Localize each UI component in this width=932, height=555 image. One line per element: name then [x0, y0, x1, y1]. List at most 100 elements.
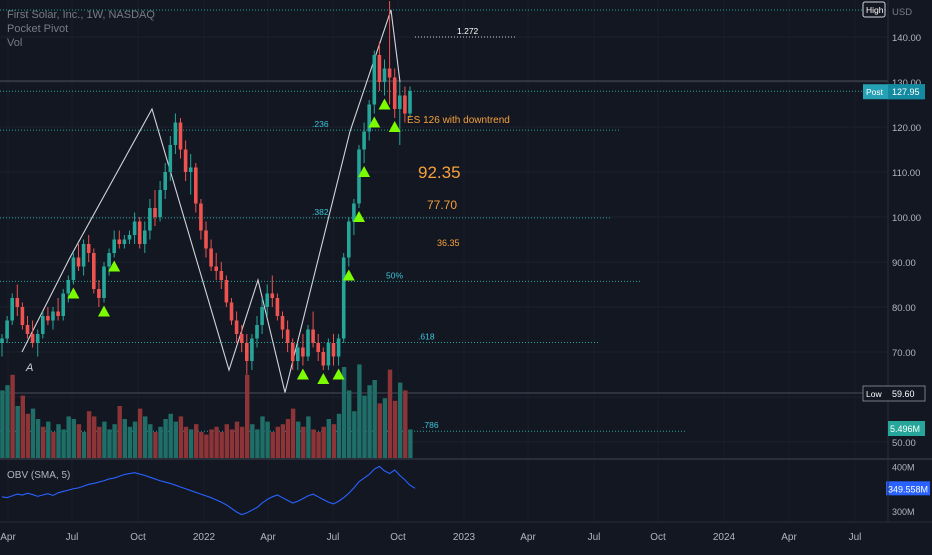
candle-body: [183, 149, 188, 172]
volume-bar: [61, 429, 66, 458]
candle-body: [20, 307, 25, 325]
volume-bar: [367, 385, 372, 458]
price-tick-label: 70.00: [892, 348, 916, 359]
volume-bar: [30, 408, 36, 458]
candle-body: [188, 167, 193, 172]
volume-bar: [219, 432, 224, 458]
candle-body: [382, 68, 387, 82]
post-value-bg: [888, 84, 925, 100]
pocket-pivot-signal: [98, 305, 110, 317]
candle-body: [219, 271, 224, 280]
volume-badge-value: 5.496M: [890, 424, 920, 434]
volume-bar: [280, 424, 286, 458]
fib-level-label: 50%: [386, 270, 403, 280]
volume-bar: [137, 408, 143, 458]
symbol-title[interactable]: First Solar, Inc., 1W, NASDAQ: [7, 9, 155, 21]
volume-bar: [357, 364, 362, 458]
time-tick-label: Jul: [66, 532, 79, 543]
volume-bar: [66, 416, 71, 458]
obv-tick-label: 300M: [892, 507, 915, 517]
volume-bar: [97, 426, 102, 458]
price-tick-label: 120.00: [892, 123, 921, 134]
volume-bar: [265, 421, 270, 458]
time-tick-label: Apr: [0, 532, 16, 543]
volume-bar: [250, 424, 255, 458]
post-badge-value: 127.95: [892, 87, 920, 97]
volume-bar: [321, 426, 326, 458]
volume-bar: [311, 429, 316, 458]
low-badge-value: 59.60: [892, 389, 915, 399]
candle-body: [158, 190, 162, 217]
obv-title: OBV (SMA, 5): [7, 470, 70, 481]
pocket-pivot-label[interactable]: Pocket Pivot: [7, 23, 69, 35]
candle-body: [204, 230, 208, 249]
price-tick-label: 100.00: [892, 213, 921, 224]
price-tick-label: 50.00: [892, 438, 916, 449]
volume-bar: [275, 426, 280, 458]
volume-bar: [296, 421, 301, 458]
volume-bar: [163, 419, 168, 458]
candle-body: [194, 167, 198, 204]
time-tick-label: Oct: [130, 532, 146, 543]
volume-bar: [245, 374, 250, 458]
volume-bar: [92, 416, 97, 458]
volume-bar: [260, 416, 265, 458]
target-1: 92.35: [418, 163, 461, 182]
high-badge-label: High: [866, 5, 884, 15]
time-tick-label: Jul: [327, 532, 340, 543]
candle-body: [296, 347, 300, 361]
time-tick-label: Jul: [849, 532, 862, 543]
price-tick-label: 130.00: [892, 78, 921, 89]
candle-body: [280, 316, 285, 330]
candle-body: [178, 122, 183, 150]
volume-bar: [336, 413, 342, 458]
candle-body: [255, 325, 259, 339]
target-3: 36.35: [437, 238, 460, 248]
price-tick-label: 140.00: [892, 33, 921, 44]
candle-body: [5, 320, 9, 339]
volume-bar: [194, 424, 199, 458]
time-tick-label: 2024: [713, 532, 736, 543]
candle-body: [234, 320, 239, 334]
candle-body: [362, 131, 366, 150]
obv-badge: [886, 481, 930, 496]
volume-bar: [199, 432, 204, 458]
volume-bar: [183, 426, 189, 458]
volume-bar: [224, 424, 229, 458]
volume-bar: [41, 426, 46, 458]
candle-body: [336, 338, 341, 357]
candle-body: [143, 230, 147, 244]
candle-body: [275, 298, 280, 316]
time-tick-label: 2022: [193, 532, 216, 543]
volume-bar: [392, 400, 398, 458]
candle-body: [92, 253, 96, 289]
candle-body: [66, 280, 71, 294]
candle-body: [117, 239, 122, 244]
candle-body: [229, 302, 234, 321]
candle-body: [301, 347, 305, 357]
volume-bar: [377, 403, 382, 458]
volume-bar: [107, 429, 112, 458]
volume-bar: [10, 374, 15, 458]
volume-bar: [352, 411, 357, 458]
volume-bar: [71, 419, 76, 458]
low-badge-label: Low: [866, 389, 882, 399]
volume-bar: [20, 395, 25, 458]
candle-body: [51, 311, 55, 321]
candle-body: [153, 208, 157, 217]
volume-bar: [341, 367, 347, 458]
time-tick-label: 2023: [453, 532, 476, 543]
volume-badge: [888, 421, 925, 436]
candle-body: [46, 316, 50, 321]
volume-bar: [117, 406, 122, 458]
candle-body: [260, 307, 264, 325]
candle-body: [0, 338, 4, 343]
volume-bar: [178, 416, 184, 458]
volume-bar: [316, 432, 321, 458]
volume-label[interactable]: Vol: [7, 37, 23, 49]
es-note: ES 126 with downtrend: [407, 115, 510, 126]
candle-body: [290, 343, 295, 361]
candle-body: [112, 239, 116, 253]
candle-body: [347, 221, 351, 258]
